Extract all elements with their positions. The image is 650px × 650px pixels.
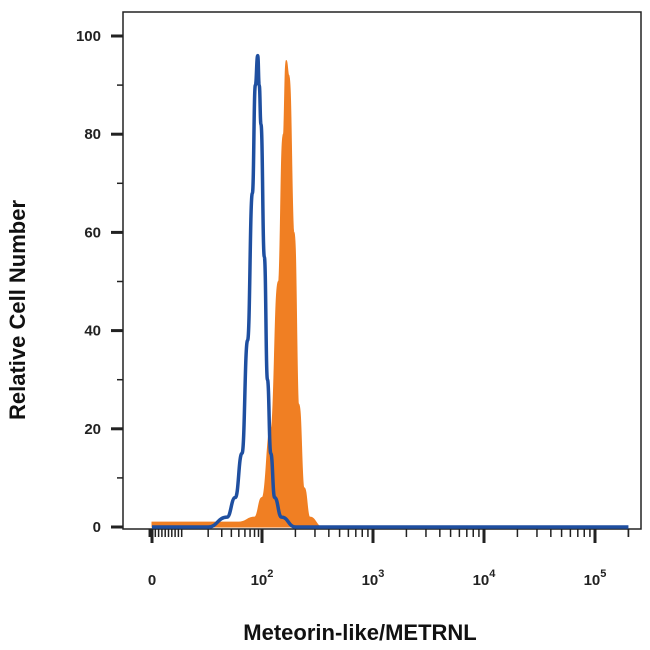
x-axis: 0 102 103 104 105 bbox=[148, 529, 630, 589]
y-tick-label: 100 bbox=[76, 28, 101, 45]
y-tick-label: 40 bbox=[84, 323, 101, 340]
x-tick-label: 105 bbox=[584, 568, 607, 589]
outline-histogram-series bbox=[152, 53, 629, 529]
plot-frame bbox=[122, 11, 642, 530]
x-tick-label: 103 bbox=[362, 568, 385, 589]
y-axis-title: Relative Cell Number bbox=[5, 200, 30, 421]
y-tick-label: 20 bbox=[84, 421, 101, 438]
y-axis: 0 20 40 60 80 100 bbox=[76, 28, 123, 536]
filled-histogram-series bbox=[151, 60, 629, 528]
y-tick-label: 0 bbox=[93, 519, 101, 536]
y-tick-label: 80 bbox=[84, 126, 101, 143]
series-layer bbox=[151, 53, 629, 529]
x-axis-title: Meteorin-like/METRNL bbox=[243, 620, 476, 645]
x-tick-label: 0 bbox=[148, 572, 156, 589]
x-tick-label: 104 bbox=[473, 568, 497, 589]
y-tick-label: 60 bbox=[84, 224, 101, 241]
x-tick-label: 102 bbox=[251, 568, 274, 589]
